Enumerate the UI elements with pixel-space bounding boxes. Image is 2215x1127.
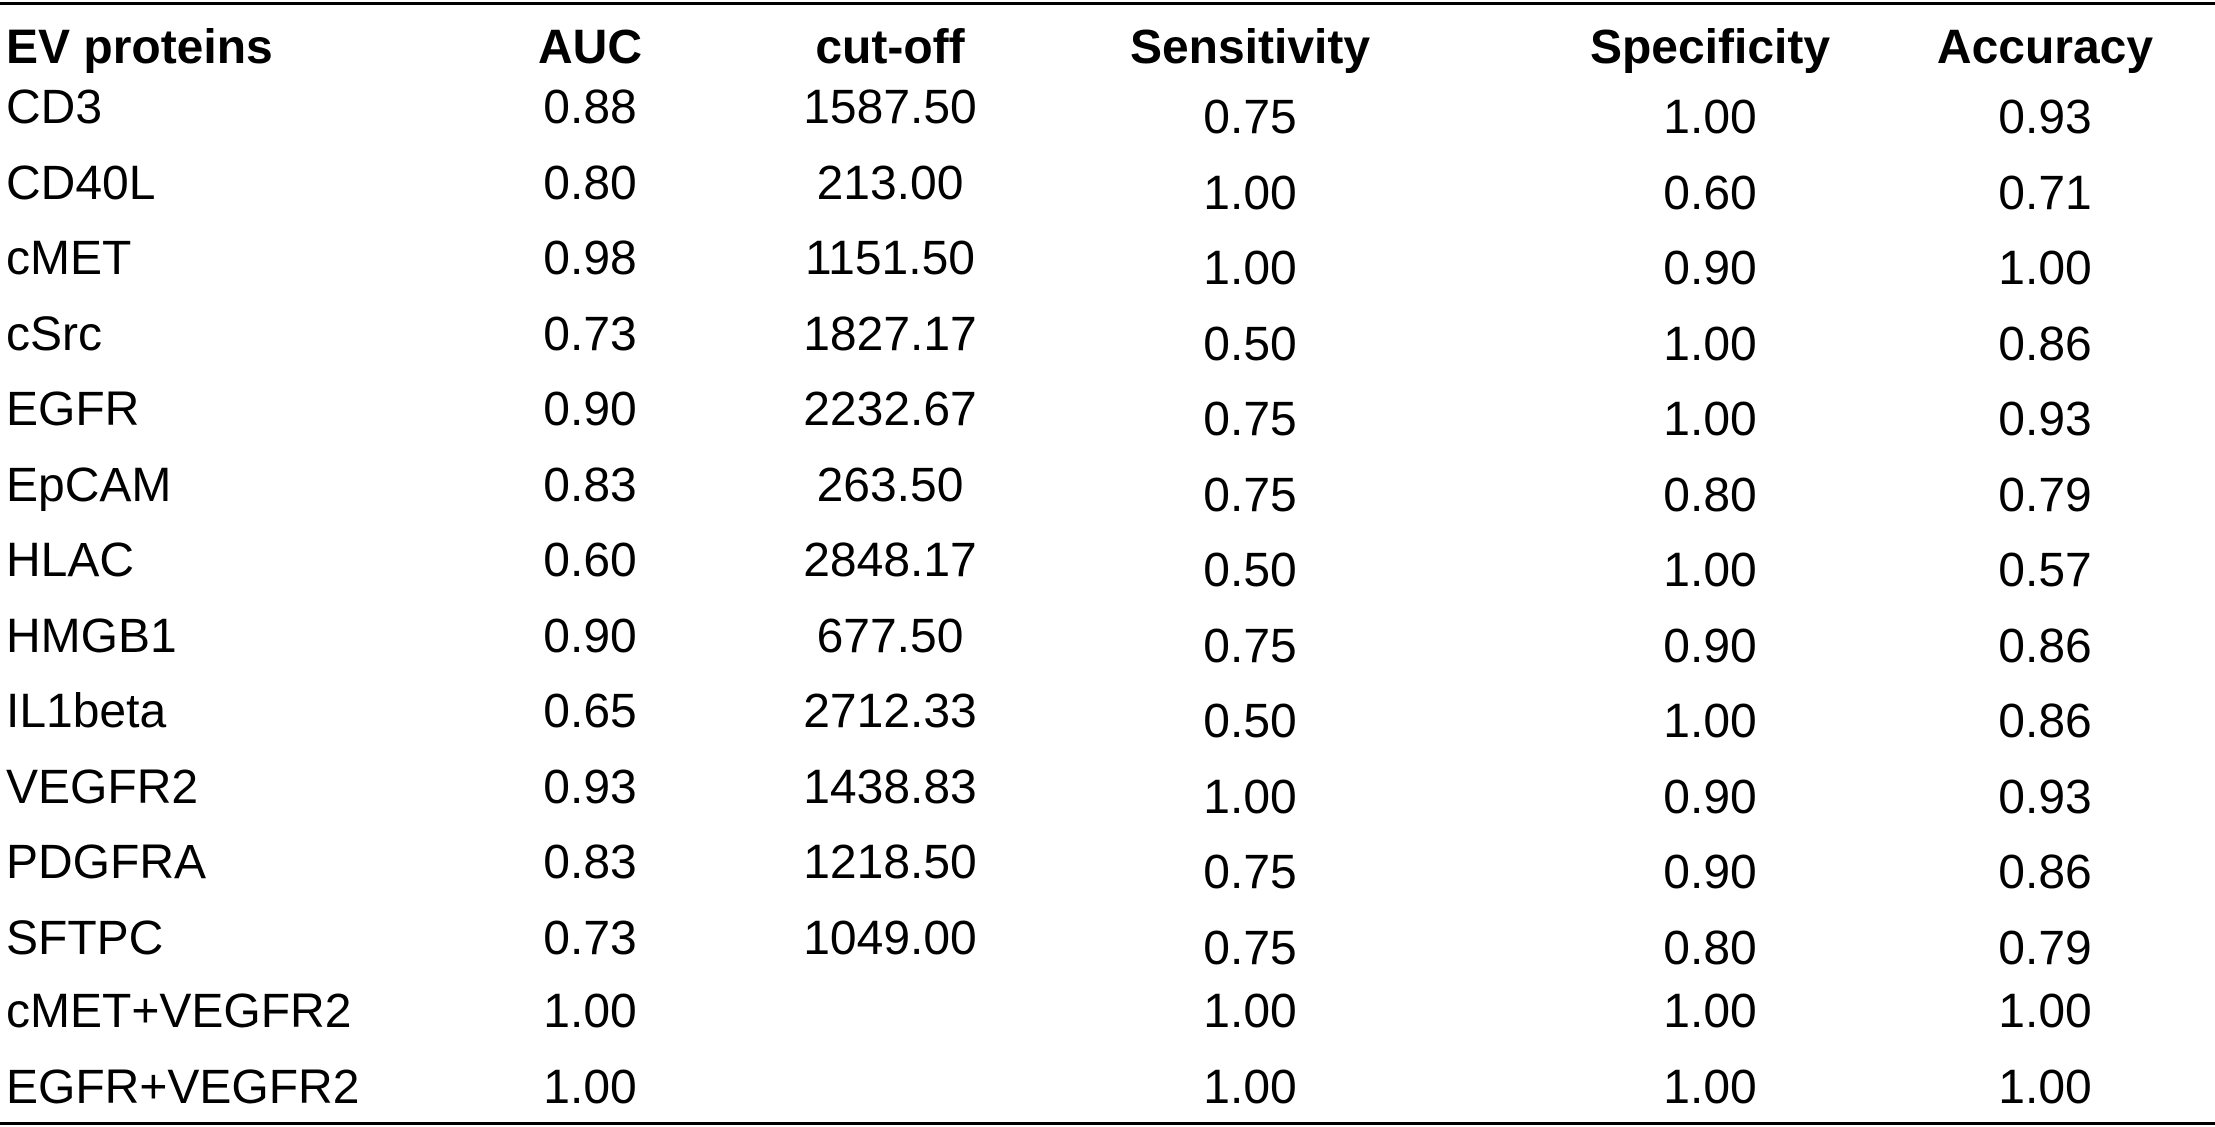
table-cell-cutoff: 1151.50 [805,232,975,285]
table-cell-cutoff: 2232.67 [803,383,977,436]
table-cell-cutoff: 677.50 [816,609,964,663]
table-cell-cutoff: 1827.17 [803,307,977,361]
table-cell-accuracy: 0.86 [1998,695,2092,748]
table-cell-accuracy: 0.86 [1998,846,2092,899]
table-cell-specificity: 1.00 [1663,985,1757,1038]
table-cell-specificity: 1.00 [1663,317,1757,371]
table-cell-auc: 0.90 [543,383,637,436]
table-cell-sensitivity: 0.75 [1203,393,1297,446]
table-cell-accuracy: 0.79 [1998,468,2092,522]
bottom-rule [0,1122,2215,1125]
table-cell-auc: 0.60 [543,534,637,587]
table-cell-protein: CD3 [6,81,103,134]
top-rule [0,2,2215,5]
table-cell-accuracy: 0.86 [1998,317,2092,371]
table-cell-accuracy: 0.93 [1998,393,2092,446]
table-cell-protein: VEGFR2 [6,760,199,814]
table-cell-sensitivity: 0.50 [1203,695,1297,748]
table-cell-sensitivity: 0.75 [1203,921,1297,975]
table-cell-cutoff: 263.50 [816,458,964,512]
table-cell-accuracy: 1.00 [1998,1060,2092,1114]
table-cell-accuracy: 0.93 [1998,91,2092,144]
table-cell-specificity: 1.00 [1663,1060,1757,1114]
header-accuracy: Accuracy [1936,21,2154,74]
table-cell-cutoff: 2712.33 [803,685,977,738]
table-cell-auc: 0.80 [543,156,637,210]
table-cell-auc: 1.00 [543,1060,637,1114]
table-cell-protein: PDGFRA [6,836,207,889]
header-specificity: Specificity [1589,21,1831,74]
table-cell-accuracy: 0.79 [1998,921,2092,975]
table-cell-sensitivity: 1.00 [1203,242,1297,295]
table-cell-cutoff: 1218.50 [803,836,977,889]
table-cell-cutoff: 1587.50 [803,81,977,134]
header-auc: AUC [538,21,642,74]
table-cell-sensitivity: 0.75 [1203,468,1297,522]
table-cell-auc: 0.90 [543,609,637,663]
table-cell-protein: cSrc [6,307,102,361]
table-cell-cutoff: 213.00 [816,156,964,210]
table-cell-protein: EGFR [6,383,140,436]
table-cell-protein: EpCAM [6,458,172,512]
table-cell-sensitivity: 1.00 [1203,1060,1297,1114]
table-cell-cutoff: 1049.00 [803,911,977,965]
table-cell-accuracy: 0.86 [1998,619,2092,673]
header-ev-proteins: EV proteins [6,21,273,74]
table-cell-protein: EGFR+VEGFR2 [6,1060,360,1114]
table-cell-auc: 0.88 [543,81,637,134]
table-cell-specificity: 0.60 [1663,166,1757,220]
table-cell-accuracy: 0.93 [1998,770,2092,824]
table-cell-protein: cMET+VEGFR2 [6,985,352,1038]
table-cell-protein: CD40L [6,156,156,210]
table-cell-sensitivity: 0.50 [1203,317,1297,371]
table-cell-specificity: 1.00 [1663,393,1757,446]
table-cell-specificity: 0.90 [1663,770,1757,824]
table-cell-cutoff: 2848.17 [803,534,977,587]
table-cell-sensitivity: 1.00 [1203,985,1297,1038]
table-cell-protein: HLAC [6,534,135,587]
table-cell-sensitivity: 0.75 [1203,91,1297,144]
table-cell-protein: HMGB1 [6,609,177,663]
table-cell-specificity: 1.00 [1663,91,1757,144]
table-cell-protein: SFTPC [6,911,164,965]
table-cell-cutoff: 1438.83 [803,760,977,814]
table-cell-specificity: 0.90 [1663,619,1757,673]
table-cell-accuracy: 0.71 [1998,166,2092,220]
table-cell-sensitivity: 1.00 [1203,770,1297,824]
header-cutoff: cut-off [815,21,965,74]
table-cell-specificity: 0.90 [1663,242,1757,295]
table-cell-auc: 0.73 [543,911,637,965]
table-cell-sensitivity: 1.00 [1203,166,1297,220]
table-cell-accuracy: 1.00 [1998,242,2092,295]
table-cell-auc: 0.83 [543,836,637,889]
table-cell-accuracy: 0.57 [1998,544,2092,597]
table-cell-auc: 0.83 [543,458,637,512]
table-cell-auc: 0.65 [543,685,637,738]
table-cell-auc: 1.00 [543,985,637,1038]
table-cell-sensitivity: 0.75 [1203,619,1297,673]
table-cell-specificity: 1.00 [1663,544,1757,597]
table-cell-auc: 0.98 [543,232,637,285]
table-cell-auc: 0.73 [543,307,637,361]
table-cell-specificity: 1.00 [1663,695,1757,748]
table-cell-accuracy: 1.00 [1998,985,2092,1038]
table-cell-sensitivity: 0.50 [1203,544,1297,597]
table-cell-specificity: 0.90 [1663,846,1757,899]
table-cell-sensitivity: 0.75 [1203,846,1297,899]
header-sensitivity: Sensitivity [1129,21,1371,74]
table-cell-protein: cMET [6,232,132,285]
table-cell-specificity: 0.80 [1663,468,1757,522]
table-cell-specificity: 0.80 [1663,921,1757,975]
table-cell-auc: 0.93 [543,760,637,814]
table-cell-protein: IL1beta [6,685,167,738]
